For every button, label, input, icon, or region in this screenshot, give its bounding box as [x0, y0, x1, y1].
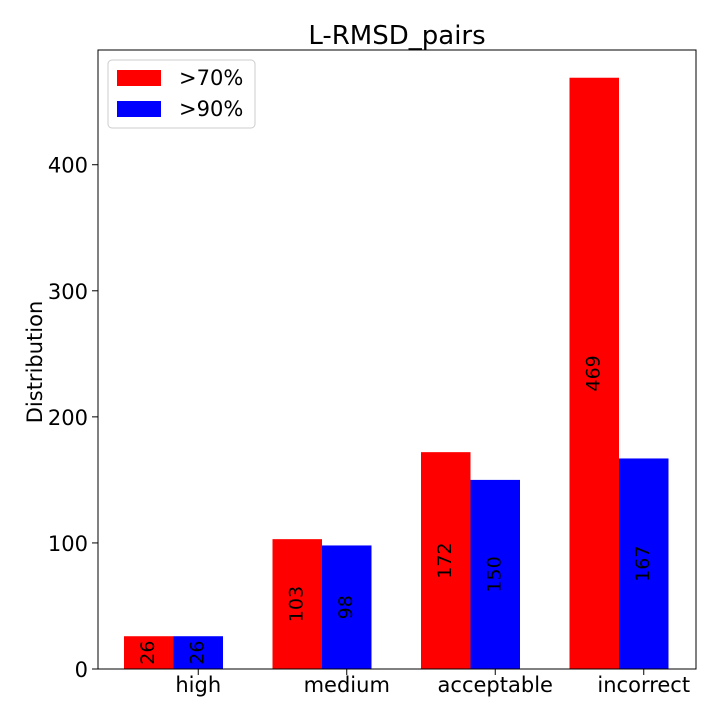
y-axis-label: Distribution	[23, 301, 47, 424]
data-label-incorrect-series-1: 469	[582, 355, 604, 391]
legend-label-series-1: >70%	[179, 66, 243, 90]
bar-medium-series-1	[272, 539, 322, 669]
y-axis: 0 100 200 300 400	[48, 154, 98, 682]
bar-high-series-2	[173, 636, 223, 669]
legend: >70% >90%	[107, 59, 256, 129]
data-label-high-series-2: 26	[186, 641, 208, 665]
x-tick-label: medium	[304, 673, 390, 697]
data-label-incorrect-series-2: 167	[632, 546, 654, 582]
bar-labels-group: 26 26 103 98 172 150 469 167	[137, 355, 654, 664]
bar-high-series-1	[124, 636, 174, 669]
y-tick-label: 0	[75, 658, 88, 682]
plot-frame	[97, 49, 697, 670]
x-axis: high medium acceptable incorrect	[175, 669, 690, 697]
legend-swatch-series-1	[117, 70, 161, 86]
x-tick-label: high	[175, 673, 221, 697]
y-tick-label: 200	[48, 406, 88, 430]
y-tick-label: 100	[48, 532, 88, 556]
bars-group	[124, 77, 669, 670]
x-tick-label: incorrect	[597, 673, 690, 697]
data-label-medium-series-1: 103	[285, 586, 307, 622]
bar-medium-series-2	[322, 545, 372, 669]
data-label-medium-series-2: 98	[335, 595, 357, 619]
legend-swatch-series-2	[117, 101, 161, 117]
x-tick-label: acceptable	[438, 673, 553, 697]
data-label-acceptable-series-2: 150	[483, 556, 505, 592]
y-tick-label: 400	[48, 154, 88, 178]
bar-incorrect-series-2	[619, 458, 669, 669]
bar-incorrect-series-1	[569, 77, 619, 670]
chart-title: L-RMSD_pairs	[308, 21, 485, 51]
bar-acceptable-series-2	[470, 479, 520, 669]
legend-label-series-2: >90%	[179, 97, 243, 121]
y-tick-label: 300	[48, 280, 88, 304]
data-label-high-series-1: 26	[137, 641, 159, 665]
bar-acceptable-series-1	[421, 452, 471, 669]
data-label-acceptable-series-1: 172	[434, 542, 456, 578]
